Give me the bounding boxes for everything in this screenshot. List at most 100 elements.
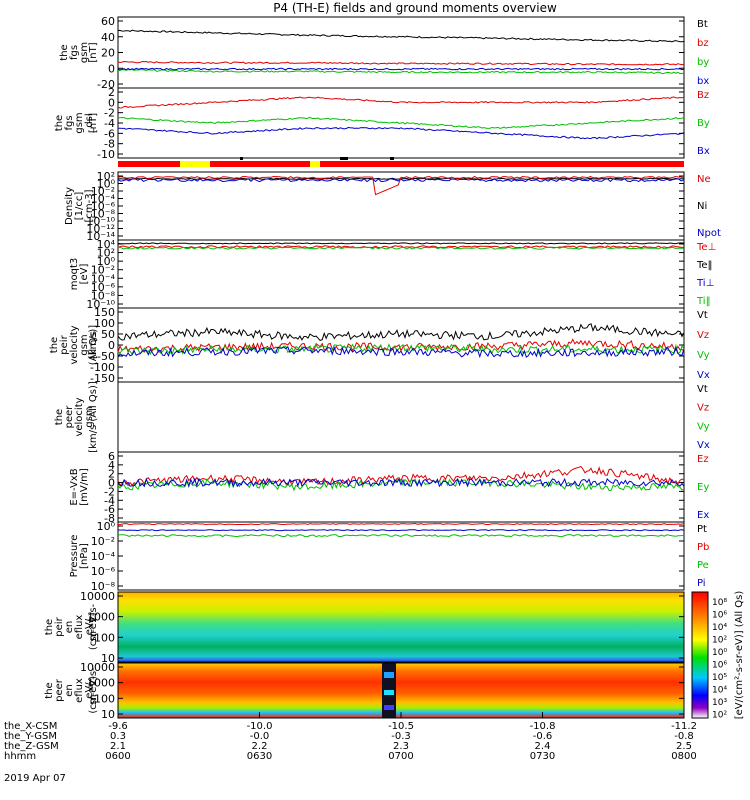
ytick-label: 10⁰ [97, 255, 116, 268]
ytick-label: 100 [94, 631, 115, 644]
legend-entry: bz [697, 38, 709, 49]
ytick-label: 40 [101, 31, 115, 44]
ytick-label: 10 [101, 708, 115, 721]
series-line-efield-Ey [117, 477, 685, 492]
series-line-peir-velocity-Vy [117, 343, 685, 356]
ylabel-line: Pressure [69, 535, 80, 578]
ytick-label: 10⁻⁴ [91, 550, 116, 563]
ylabel-line: the [54, 115, 65, 131]
series-line-fgs-gsm-bx [117, 67, 685, 71]
ylabel-line: eflux [74, 678, 85, 703]
legend-entry: Ey [697, 482, 709, 493]
ytick-label: -2 [104, 485, 115, 498]
ytick-label: 10⁻² [91, 535, 115, 548]
xaxis-row-label: hhmm [4, 751, 36, 762]
ytick-label: 10⁴ [97, 238, 116, 251]
ylabel-line: peer [54, 678, 65, 702]
ylabel-line: (All Qs)] [88, 325, 99, 365]
series-line-fgs-gsm-bz [117, 60, 685, 66]
chart-title: P4 (TH-E) fields and ground moments over… [273, 1, 557, 15]
series-line-fgs-dsl-Bz [117, 96, 685, 109]
colorbar-tick: 10⁸ [712, 598, 727, 608]
ylabel-pressure: Pressure [nPa] [69, 535, 90, 578]
ylabel-line: the [54, 409, 65, 425]
ytick-label: 10⁻² [91, 264, 115, 277]
ylabel-efield: E=-VxB [mV/m] [69, 468, 90, 506]
ytick-label: 60 [101, 15, 115, 28]
ylabel-line: sr-eV) [88, 612, 99, 641]
ytick-label: 100 [94, 317, 115, 330]
ytick-label: 0 [108, 477, 115, 490]
legend-entry: Vx [697, 370, 710, 381]
ytick-label: -10 [97, 148, 115, 161]
xtick-label: 0.3 [110, 731, 126, 742]
colorbar-tick: 10⁴ [712, 623, 727, 633]
xtick-label: 2.3 [393, 741, 409, 752]
ylabel-line: [eV] [79, 264, 90, 285]
xtick-label: 2.2 [252, 741, 268, 752]
colorbar-tick: 10⁰ [712, 648, 727, 658]
legend-entry: Ez [697, 454, 709, 465]
panel-frame-temperature [117, 239, 685, 309]
ytick-label: 10⁻¹⁴ [86, 230, 115, 243]
ytick-label: -8 [104, 512, 115, 525]
legend-entry: Ti⊥ [696, 278, 714, 289]
legend-entry: Ni [697, 201, 707, 212]
ytick-label: -50 [97, 350, 115, 363]
legend-entry: by [697, 57, 709, 68]
ytick-label: 0 [108, 62, 115, 75]
colorbar-tick: 10² [712, 636, 727, 646]
xtick-label: -0.8 [674, 731, 694, 742]
legend-entry: Ne [697, 174, 711, 185]
xtick-label: -0.3 [391, 731, 411, 742]
series-line-pressure-Pe [117, 534, 685, 538]
xtick-label: -11.2 [671, 721, 697, 732]
ytick-label: 10⁻⁸ [91, 289, 116, 302]
xtick-label: 0600 [105, 751, 130, 762]
panel-frame-fgs-gsm [117, 16, 685, 89]
ytick-label: -100 [90, 361, 115, 374]
ytick-label: 10⁻⁴ [91, 193, 116, 206]
legend-entry: Pt [697, 524, 707, 535]
ytick-label: 10⁻¹⁰ [86, 215, 115, 228]
xtick-label: -10.0 [247, 721, 273, 732]
xtick-label: 0800 [671, 751, 696, 762]
ylabel-peir-velocity: the peir velocity gsm[km/s(All Qs)] [49, 325, 99, 365]
ytick-label: 10⁻⁸ [91, 580, 116, 593]
series-line-efield-Ex [117, 477, 685, 488]
panel-frame-pressure [117, 521, 685, 591]
ylabel-line: peer [64, 405, 75, 429]
legend-entry: Vz [697, 403, 709, 414]
ylabel-line: gsm [79, 334, 90, 355]
xaxis-row-label: the_X-CSM [4, 721, 57, 732]
ytick-label: 10 [101, 652, 115, 665]
ylabel-line: peir [59, 334, 70, 354]
ytick-label: 6 [108, 450, 115, 463]
ylabel-line: the [44, 619, 55, 635]
ytick-label: 10⁻¹² [86, 223, 115, 236]
series-line-pressure-Pi [117, 529, 685, 532]
ytick-label: 20 [101, 47, 115, 60]
ytick-label: -4 [104, 494, 115, 507]
xtick-label: -10.8 [530, 721, 556, 732]
colorbar-tick: 10⁶ [712, 661, 727, 671]
panel-frame-peir-velocity [117, 307, 685, 383]
ylabel-line: fgs [64, 115, 75, 130]
legend-entry: Te‖ [696, 260, 713, 271]
ylabel-line: Density [64, 187, 75, 225]
xaxis-row-label: the_Z-GSM [4, 741, 59, 752]
legend-entry: By [697, 118, 710, 129]
colorbar [691, 591, 709, 719]
ylabel-density: Density [1/cc] [cm-3] [64, 187, 95, 225]
ytick-label: -2 [104, 107, 115, 120]
xtick-label: 0730 [530, 751, 555, 762]
legend-entry: Vz [697, 330, 709, 341]
legend-entry: Npot [697, 228, 721, 239]
series-line-fgs-gsm-Bt [117, 29, 685, 43]
ytick-label: 4 [108, 459, 115, 472]
ytick-label: 1000 [87, 677, 115, 690]
ytick-label: -4 [104, 117, 115, 130]
colorbar-tick: 10³ [712, 698, 727, 708]
ytick-label: 10⁻² [91, 185, 115, 198]
